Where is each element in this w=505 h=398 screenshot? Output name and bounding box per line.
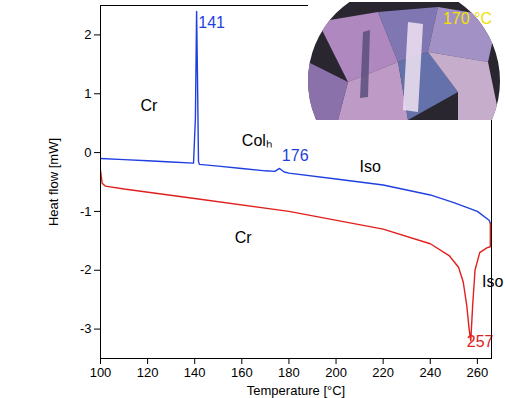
svg-text:257: 257 <box>467 333 494 350</box>
svg-text:240: 240 <box>419 365 441 380</box>
svg-text:260: 260 <box>467 365 489 380</box>
svg-text:-1: -1 <box>80 204 92 219</box>
svg-text:200: 200 <box>325 365 347 380</box>
svg-text:Cr: Cr <box>235 229 253 246</box>
svg-text:Temperature [°C]: Temperature [°C] <box>247 383 345 398</box>
svg-text:220: 220 <box>372 365 394 380</box>
svg-text:1: 1 <box>84 86 91 101</box>
svg-text:Iso: Iso <box>482 273 503 290</box>
svg-text:160: 160 <box>231 365 253 380</box>
svg-text:141: 141 <box>198 14 225 31</box>
svg-text:0: 0 <box>84 145 91 160</box>
svg-text:120: 120 <box>137 365 159 380</box>
svg-text:Heat flow [mW]: Heat flow [mW] <box>46 138 61 226</box>
svg-text:Iso: Iso <box>360 158 381 175</box>
svg-text:Cr: Cr <box>141 97 159 114</box>
svg-text:Colₕ: Colₕ <box>242 132 272 149</box>
svg-text:140: 140 <box>184 365 206 380</box>
svg-text:-2: -2 <box>80 262 92 277</box>
svg-text:-3: -3 <box>80 321 92 336</box>
svg-text:2: 2 <box>84 27 91 42</box>
svg-text:180: 180 <box>278 365 300 380</box>
svg-text:176: 176 <box>282 147 309 164</box>
svg-text:100: 100 <box>90 365 112 380</box>
svg-text:170 °C: 170 °C <box>443 10 492 27</box>
